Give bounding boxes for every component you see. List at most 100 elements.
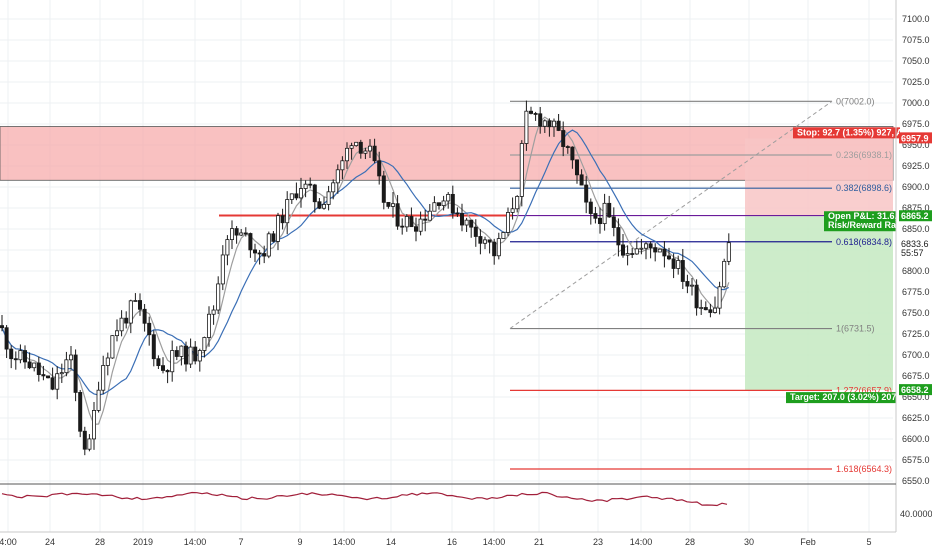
candle-body [469, 219, 474, 228]
candle-body [27, 361, 32, 369]
candle-layer [0, 100, 731, 456]
candle-body [92, 410, 97, 440]
profit-zone [745, 216, 893, 391]
candle-body [105, 357, 110, 366]
candle-body [59, 372, 64, 375]
candle-body [183, 345, 188, 365]
time-tick-label: 16 [447, 537, 457, 547]
price-tick-label: 6750.0 [902, 308, 930, 318]
time-tick-label: 14:00 [630, 537, 653, 547]
price-tick-label: 7100.0 [902, 14, 930, 24]
time-tick-label: 23 [593, 537, 603, 547]
stop-text: Stop: 92.7 (1.35%) 927, Am [797, 127, 911, 137]
candle-body [0, 325, 4, 329]
zones-layer [0, 126, 894, 391]
price-tick-label: 6850.0 [902, 224, 930, 234]
candle-body [13, 358, 18, 361]
candle-body [607, 202, 612, 218]
candle-body [137, 300, 142, 310]
price-tick-label: 6875.0 [902, 203, 930, 213]
candle-body [321, 204, 326, 209]
candle-body [151, 334, 156, 360]
open-pnl-box [824, 211, 896, 232]
candle-body [124, 317, 129, 324]
candle-body [538, 113, 543, 127]
fib-label: 0(7002.0) [836, 96, 875, 106]
candle-body [55, 373, 60, 390]
candle-body [160, 365, 165, 371]
candle-body [303, 183, 308, 189]
candle-body [101, 365, 106, 391]
candle-body [662, 248, 667, 257]
candle-body [312, 184, 317, 203]
candle-body [395, 203, 400, 227]
candle-body [575, 159, 580, 176]
time-tick-label: 14:00 [184, 537, 207, 547]
fib-label: 1(6731.5) [836, 324, 875, 334]
price-tick-label: 6600.0 [902, 434, 930, 444]
candle-body [262, 253, 267, 257]
candle-body [570, 146, 575, 161]
candle-body [667, 255, 672, 260]
candle-body [529, 110, 534, 114]
candle-body [22, 350, 27, 363]
candle-body [441, 200, 446, 206]
price-tick-label: 7050.0 [902, 56, 930, 66]
candle-body [432, 202, 437, 212]
loss-zone [745, 138, 893, 217]
candle-body [694, 284, 699, 309]
candle-body [584, 184, 589, 203]
candle-body [372, 145, 377, 162]
candle-body [9, 348, 14, 360]
candle-body [510, 208, 515, 213]
candle-body [699, 307, 704, 309]
candle-body [331, 182, 336, 193]
fib-label-layer: 0(7002.0) 0.236(6938.1) 0.382(6898.6) 0.618… [836, 96, 892, 474]
stop-tag-box [793, 127, 900, 139]
time-tick-label: 28 [95, 537, 105, 547]
candle-body [317, 201, 322, 209]
candle-body [602, 202, 607, 225]
price-tick-label: 6725.0 [902, 329, 930, 339]
fib-label: 0.236(6938.1) [836, 150, 892, 160]
candle-body [211, 309, 216, 315]
candle-body [377, 160, 382, 177]
time-tick-label: 14:00 [483, 537, 506, 547]
price-tick-label: 6625.0 [902, 413, 930, 423]
price-tick-label: 6675.0 [902, 371, 930, 381]
candle-body [400, 225, 405, 228]
candle-body [285, 199, 290, 224]
candle-body [73, 354, 78, 393]
candle-body [413, 226, 418, 232]
countdown-label: 55:57 [901, 248, 924, 258]
candle-body [142, 308, 147, 324]
oscillator-axis-label: 40.0000 [900, 509, 932, 519]
candle-body [243, 232, 248, 235]
candle-body [598, 217, 603, 225]
candle-body [119, 317, 124, 332]
risk-reward-text: Risk/Reward Ratio: [828, 220, 910, 230]
candle-body [363, 150, 368, 154]
candle-body [354, 141, 359, 147]
candle-body [671, 258, 676, 269]
candle-body [588, 201, 593, 214]
candle-body [524, 110, 529, 144]
candle-body [404, 216, 409, 228]
time-tick-label: 14:00 [333, 537, 356, 547]
price-tick-label: 6775.0 [902, 287, 930, 297]
stop-price-label: 6957.9 [901, 133, 929, 143]
candle-body [50, 377, 55, 390]
candle-body [96, 389, 101, 411]
candle-body [69, 354, 74, 361]
fib-label: 1.618(6564.3) [836, 464, 892, 474]
candle-body [487, 239, 492, 243]
candle-body [717, 286, 722, 309]
candle-body [174, 350, 179, 357]
dashed-trend-line [509, 100, 833, 329]
price-tick-label: 6800.0 [902, 266, 930, 276]
candle-body [110, 335, 115, 359]
open-pnl-text: Open P&L: 31.6, Q [828, 211, 907, 221]
